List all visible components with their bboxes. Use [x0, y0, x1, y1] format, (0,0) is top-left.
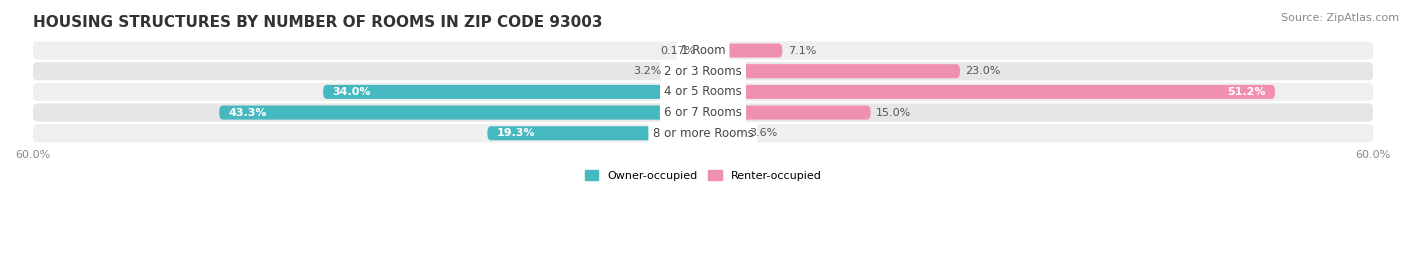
FancyBboxPatch shape — [219, 105, 703, 120]
FancyBboxPatch shape — [703, 105, 870, 120]
FancyBboxPatch shape — [668, 64, 703, 78]
FancyBboxPatch shape — [488, 126, 703, 140]
FancyBboxPatch shape — [699, 44, 704, 58]
Text: 6 or 7 Rooms: 6 or 7 Rooms — [664, 106, 742, 119]
Text: 43.3%: 43.3% — [228, 108, 267, 118]
Text: 2 or 3 Rooms: 2 or 3 Rooms — [664, 65, 742, 78]
Text: 51.2%: 51.2% — [1227, 87, 1267, 97]
Text: Source: ZipAtlas.com: Source: ZipAtlas.com — [1281, 13, 1399, 23]
Legend: Owner-occupied, Renter-occupied: Owner-occupied, Renter-occupied — [581, 166, 825, 185]
Text: 7.1%: 7.1% — [787, 45, 817, 55]
FancyBboxPatch shape — [32, 104, 1374, 122]
FancyBboxPatch shape — [703, 44, 782, 58]
FancyBboxPatch shape — [703, 126, 744, 140]
FancyBboxPatch shape — [323, 85, 703, 99]
Text: 3.6%: 3.6% — [749, 128, 778, 138]
Text: 15.0%: 15.0% — [876, 108, 911, 118]
Text: 0.17%: 0.17% — [661, 45, 696, 55]
Text: 4 or 5 Rooms: 4 or 5 Rooms — [664, 85, 742, 98]
FancyBboxPatch shape — [703, 85, 1275, 99]
Text: 23.0%: 23.0% — [966, 66, 1001, 76]
Text: 1 Room: 1 Room — [681, 44, 725, 57]
Text: 8 or more Rooms: 8 or more Rooms — [652, 127, 754, 140]
FancyBboxPatch shape — [703, 64, 960, 78]
FancyBboxPatch shape — [32, 83, 1374, 101]
Text: HOUSING STRUCTURES BY NUMBER OF ROOMS IN ZIP CODE 93003: HOUSING STRUCTURES BY NUMBER OF ROOMS IN… — [32, 15, 602, 30]
Text: 19.3%: 19.3% — [496, 128, 534, 138]
Text: 3.2%: 3.2% — [633, 66, 662, 76]
Text: 34.0%: 34.0% — [332, 87, 371, 97]
FancyBboxPatch shape — [32, 124, 1374, 142]
FancyBboxPatch shape — [32, 41, 1374, 60]
FancyBboxPatch shape — [32, 62, 1374, 80]
